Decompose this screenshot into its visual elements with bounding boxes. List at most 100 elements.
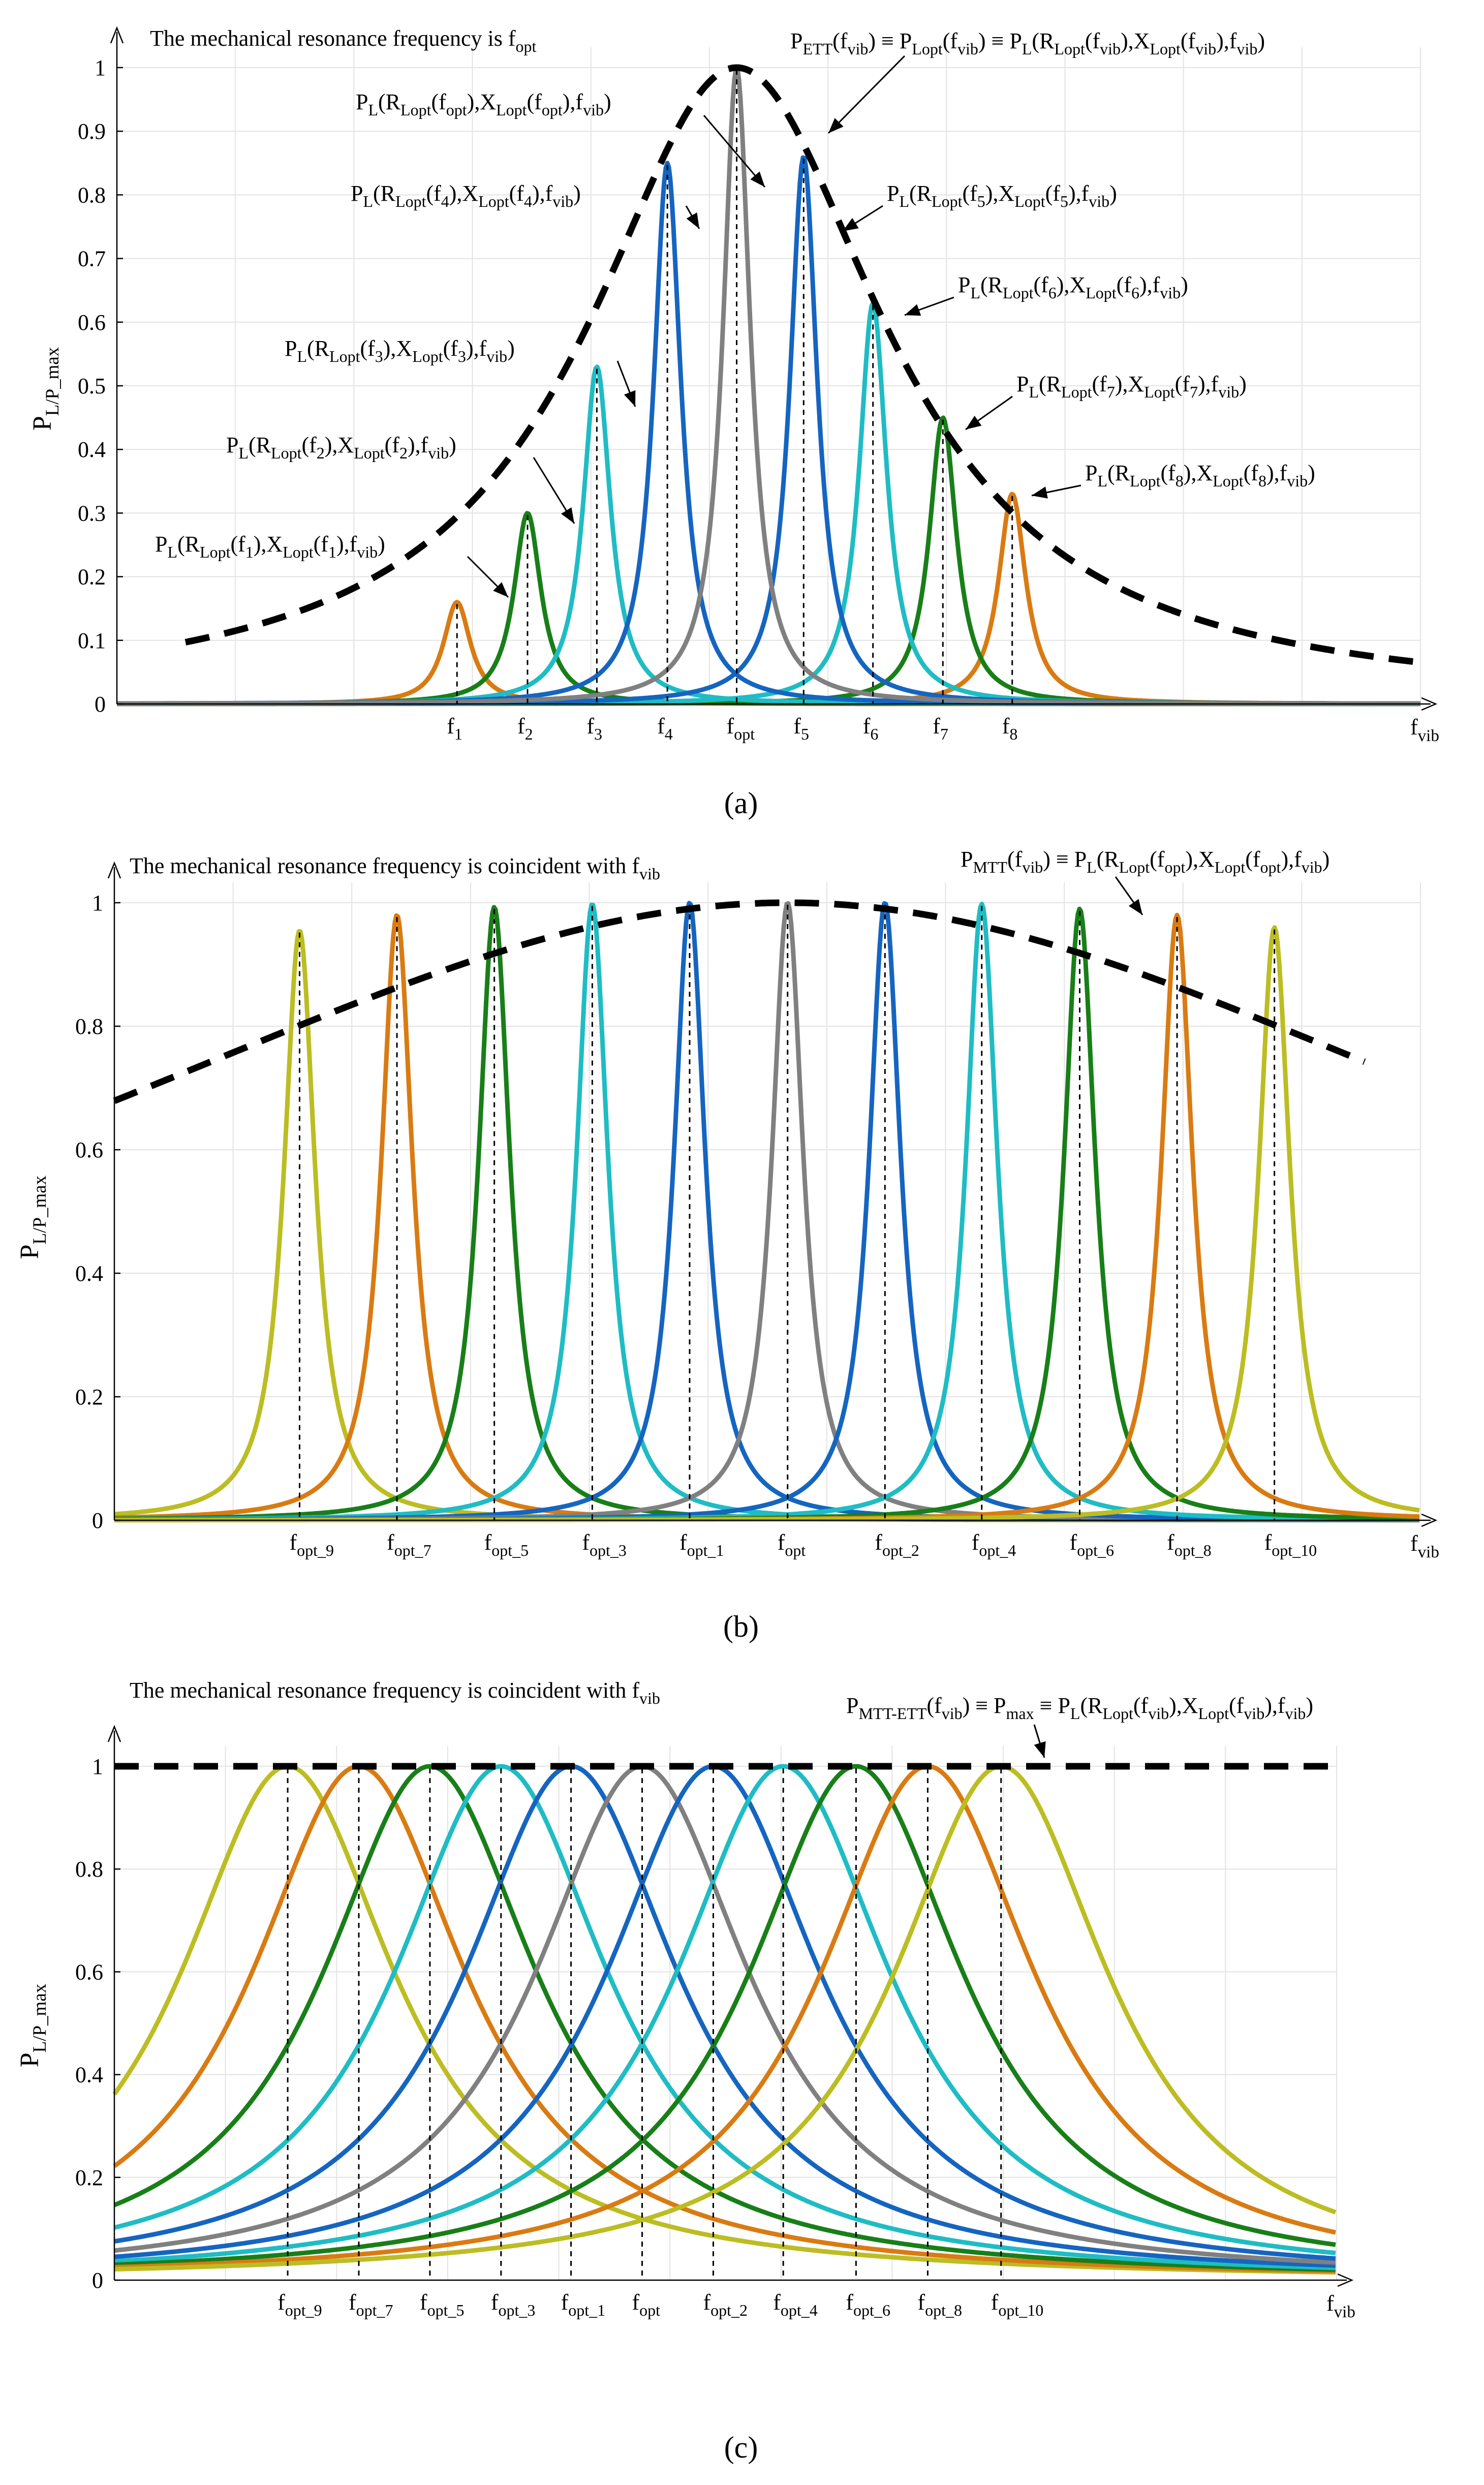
panel-b-annotations: PMTT(fvib) ≡ PL(RLopt(fopt),XLopt(fopt),… [961,847,1330,915]
x-tick-label: f8 [1002,714,1018,743]
envelope-annotation: PMTT(fvib) ≡ PL(RLopt(fopt),XLopt(fopt),… [961,847,1330,876]
annotation-arrow-head [1034,1741,1046,1758]
annotation-arrow-head [1128,899,1142,915]
panel-b-axes [107,861,1438,1527]
resonance-curve-f-opt-7 [113,1764,1337,2274]
resonance-curve-f-opt-5 [113,1764,1337,2272]
x-tick-label: fopt_9 [289,1530,334,1559]
panel-a-x-axis-label: fvib [1410,715,1439,745]
x-tick-label: fopt_8 [1167,1530,1212,1559]
y-axis-arrow [110,26,124,44]
curve-annotation: PL(RLopt(f4),XLopt(f4),fvib) [351,181,581,210]
x-tick-label: f2 [517,714,533,743]
curve-annotation: PL(RLopt(f8),XLopt(f8),fvib) [1085,461,1315,490]
panel-c-x-axis-label: fvib [1326,2291,1355,2321]
y-tick-label: 0.6 [75,1138,103,1162]
x-tick-label: fopt_4 [773,2290,818,2319]
x-tick-label: f6 [863,714,879,743]
annotation-arrow-head [828,118,844,133]
panel-a-axes [110,26,1438,711]
x-tick-label: fopt_1 [561,2290,606,2319]
y-tick-label: 0.4 [75,2063,103,2088]
panel-c-marker-lines [287,1768,1002,2280]
annotation-arrow-head [686,212,699,229]
y-axis-arrow [107,861,121,879]
panel-c-axes [107,1725,1354,2287]
y-tick-label: 0 [92,2268,103,2293]
annotation-arrow-line [703,115,766,188]
curve-annotation: PL(RLopt(f1),XLopt(f1),fvib) [155,532,385,561]
y-tick-label: 0.2 [75,1385,103,1409]
curve-annotation: PL(RLopt(f6),XLopt(f6),fvib) [958,272,1188,302]
panel-c-annotations: PMTT-ETT(fvib) ≡ Pmax ≡ PL(RLopt(fvib),X… [846,1693,1313,1758]
x-tick-label: f4 [657,714,673,743]
curve-annotation: PL(RLopt(fopt),XLopt(fopt),fvib) [356,89,611,119]
y-tick-label: 1 [92,891,103,915]
y-tick-label: 0.9 [78,119,106,144]
annotation-arrow-head [1032,486,1048,499]
x-axis-arrow [1337,2273,1354,2287]
resonance-curve-f-opt-3 [113,1764,1337,2271]
panel-a-x-tick-labels: f1 f2 f3 f4 fopt f5 f6 f7 f8 [447,714,1017,743]
annotation-arrow-head [843,218,859,231]
annotation-arrow-head [561,507,574,524]
panel-a-envelope-curve [184,64,1416,665]
y-tick-label: 0 [95,692,106,717]
panel-b-title: The mechanical resonance frequency is co… [130,853,660,883]
resonance-curve-f-opt-8 [113,1764,1337,2270]
annotation-arrow-head [493,582,508,597]
y-tick-label: 0.8 [75,1014,103,1039]
x-axis-arrow [1421,1513,1438,1527]
y-tick-label: 0.7 [78,247,106,271]
y-tick-label: 0.2 [78,565,106,590]
y-tick-label: 0.2 [75,2165,103,2190]
x-tick-label: fopt_3 [491,2290,536,2319]
envelope-annotation: PMTT-ETT(fvib) ≡ Pmax ≡ PL(RLopt(fvib),X… [846,1693,1313,1723]
y-tick-label: 1 [92,1754,103,1779]
x-tick-label: fopt_2 [875,1530,919,1559]
x-tick-label: fopt_6 [1069,1530,1114,1559]
resonance-curve-f-opt-6 [113,1764,1337,2267]
y-tick-label: 0.6 [75,1959,103,1984]
resonance-curve-f-6 [116,300,1421,707]
y-tick-label: 0.3 [78,501,106,526]
x-tick-label: fopt_3 [582,1530,627,1559]
panel-b-x-tick-labels: fopt_9 fopt_7 fopt_5 fopt_3 fopt_1 fopt fopt_2… [289,1530,1317,1559]
curve-annotation: PL(RLopt(f3),XLopt(f3),fvib) [285,336,515,365]
panel-b-label: (b) [723,1610,759,1643]
x-tick-label: f5 [793,714,809,743]
panel-a-y-axis-label: PL/P_max [28,347,63,431]
y-tick-label: 0.1 [78,628,106,653]
x-tick-label: fopt_7 [387,1530,431,1559]
x-tick-label: fopt_10 [991,2290,1044,2319]
x-tick-label: fopt_1 [679,1530,724,1559]
curve-annotation: PL(RLopt(f7),XLopt(f7),fvib) [1016,372,1247,401]
x-axis-arrow [1421,697,1438,711]
x-tick-label: fopt [727,714,755,743]
x-tick-label: fopt_2 [703,2290,748,2319]
panel-b-y-tick-labels: 0 0.2 0.4 0.6 0.8 1 [75,891,120,1533]
panel-b-chart: 00.20.40.60.81 fopt_9 fopt_7 fopt_5 fopt_3 f… [15,847,1439,1643]
panel-c-chart: 00.20.40.60.81 fopt_9 fopt_7 fopt_5 fopt_3 f… [15,1678,1355,2464]
panel-b-y-axis-label: PL/P_max [15,1175,50,1259]
annotation-arrow-head [624,390,636,407]
y-tick-label: 0.8 [75,1857,103,1882]
panel-c-curves [112,1764,1337,2275]
x-tick-label: fopt [778,1530,806,1559]
envelope-annotation: PETT(fvib) ≡ PLopt(fvib) ≡ PL(RLopt(fvib… [790,28,1265,58]
annotation-arrow-line [827,55,906,134]
y-tick-label: 0.8 [78,182,106,207]
panel-a-label: (a) [724,786,758,820]
annotation-arrow-head [966,415,982,429]
x-tick-label: fopt_10 [1264,1530,1317,1559]
y-tick-label: 0.6 [78,310,106,335]
resonance-curve-f-opt-2 [113,1764,1337,2261]
panel-a-grid [117,47,1421,704]
panel-c-title: The mechanical resonance frequency is co… [130,1678,660,1707]
x-tick-label: fopt_8 [917,2290,962,2319]
x-tick-label: f3 [586,714,602,743]
annotation-arrow-head [905,304,921,316]
resonance-curve-f-opt-1 [113,1764,1337,2268]
panel-c-label: (c) [724,2431,758,2464]
